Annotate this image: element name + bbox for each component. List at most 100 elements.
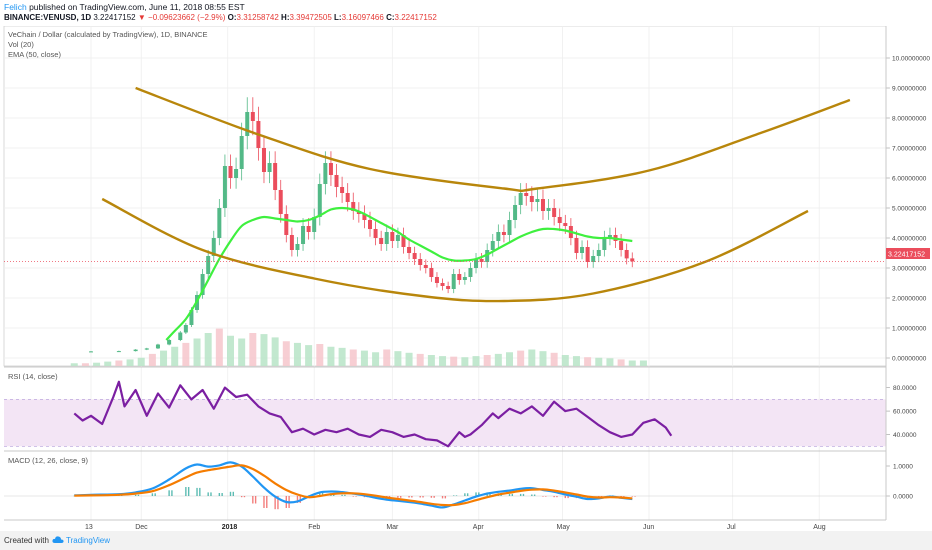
time-axis[interactable]: 13 Dec 2018 Feb Mar Apr May Jun Jul Aug [85, 524, 826, 531]
candle-body [418, 259, 423, 265]
candle-body [513, 205, 518, 220]
candle-body [284, 214, 289, 235]
open-label: O: [227, 13, 237, 22]
macd-hist-bar [243, 496, 246, 498]
ema-line [165, 206, 633, 341]
macd-hist-bar [553, 496, 555, 498]
candle-body [496, 232, 501, 241]
cloud-icon [52, 536, 64, 543]
volume-bar [260, 334, 268, 366]
macd-hist-bar [519, 493, 522, 496]
author-link[interactable]: Felich [4, 2, 27, 12]
macd-hist-bar [263, 496, 265, 508]
macd-hist-bar [433, 496, 435, 498]
candle-body [540, 199, 545, 211]
volume-bar [160, 350, 168, 366]
rsi-band-fill [4, 399, 886, 447]
candle-body [429, 268, 434, 277]
macd-hist-bar [171, 490, 173, 496]
rsi-path [73, 380, 673, 448]
volume-bar [461, 357, 469, 366]
candle-body [206, 256, 211, 274]
volume-bar [148, 353, 156, 366]
candle-body [407, 247, 412, 253]
candle-body [546, 208, 551, 211]
candle-body [345, 193, 350, 202]
volume-bar [338, 347, 346, 366]
macd-hist-bar [221, 493, 223, 496]
candle-body [596, 250, 601, 256]
candle-body [529, 196, 534, 202]
close-value: 3.22417152 [394, 13, 437, 22]
macd-hist-bar [229, 491, 232, 496]
candle-body [155, 344, 160, 349]
candle-body [189, 310, 194, 325]
candle-body [167, 340, 172, 345]
macd-tick-label: 0.0000 [893, 494, 913, 501]
ema-50-path [165, 206, 633, 341]
y-tick-label: 2.00000000 [892, 296, 927, 303]
candle-body [351, 202, 356, 211]
candle-body [434, 277, 439, 283]
macd-hist-bar [556, 496, 558, 498]
macd-hist-bar [210, 492, 212, 496]
candle-body [289, 235, 294, 250]
price-axis[interactable]: 10.00000000 9.00000000 8.00000000 7.0000000… [886, 56, 930, 501]
legend-ema: EMA (50, close) [8, 50, 61, 59]
macd-hist-bar [151, 493, 154, 496]
macd-hist-bar [352, 496, 354, 497]
last-price: 3.22417152 [93, 13, 136, 22]
low-label: L: [334, 13, 342, 22]
macd-hist-bar [296, 496, 299, 503]
candle-body [239, 136, 244, 169]
candle-body [183, 325, 188, 333]
candle-body [468, 268, 473, 277]
candle-body [89, 351, 93, 353]
volume-bar [193, 338, 201, 366]
macd-hist-bar [199, 487, 201, 496]
volume-bar [405, 352, 413, 366]
candle-body [390, 232, 395, 241]
candle-body [446, 286, 451, 289]
volume-bar [483, 355, 491, 366]
macd-hist-bar [252, 496, 254, 504]
candle-body [574, 238, 579, 253]
channel-upper-curve[interactable] [135, 86, 851, 193]
macd-path [74, 461, 633, 509]
volume-bar [70, 363, 78, 366]
price-panel-frame [3, 26, 887, 367]
candle-body [591, 256, 596, 262]
macd-hist-bar [466, 493, 469, 496]
volume-bar [595, 357, 603, 366]
chart-area[interactable]: 10.00000000 9.00000000 8.00000000 7.0000000… [0, 26, 932, 531]
rsi-tick-label: 60.0000 [893, 409, 917, 416]
legend-title: VeChain / Dollar (calculated by TradingV… [8, 30, 208, 39]
low-value: 3.16097466 [341, 13, 384, 22]
volume-bar [293, 342, 301, 366]
publish-header: Felich published on TradingView.com, Jun… [0, 0, 932, 26]
candle-body [535, 199, 540, 202]
rsi-tick-label: 40.0000 [893, 432, 917, 439]
macd-hist-bar [567, 496, 569, 499]
volume-bar [439, 356, 447, 366]
candle-body [273, 163, 278, 190]
volume-bar [126, 359, 134, 366]
volume-bar [572, 356, 580, 366]
candle-body [518, 193, 523, 205]
candle-body [217, 208, 222, 238]
volume-bar [383, 349, 391, 366]
volume-bar [305, 345, 313, 366]
x-tick-label: 13 [85, 524, 93, 531]
macd-hist-bar [397, 496, 399, 498]
candles [89, 97, 635, 353]
candle-body [451, 274, 456, 289]
tradingview-brand[interactable]: TradingView [66, 536, 111, 545]
candle-body [267, 163, 272, 172]
macd-hist-bar [137, 494, 140, 496]
macd-hist-bar [154, 493, 156, 496]
channel-lower-curve[interactable] [101, 197, 809, 303]
macd-hist-bar [344, 494, 346, 496]
volume-bar [561, 355, 569, 366]
y-tick-label: 8.00000000 [892, 116, 927, 123]
candle-body [306, 226, 311, 232]
